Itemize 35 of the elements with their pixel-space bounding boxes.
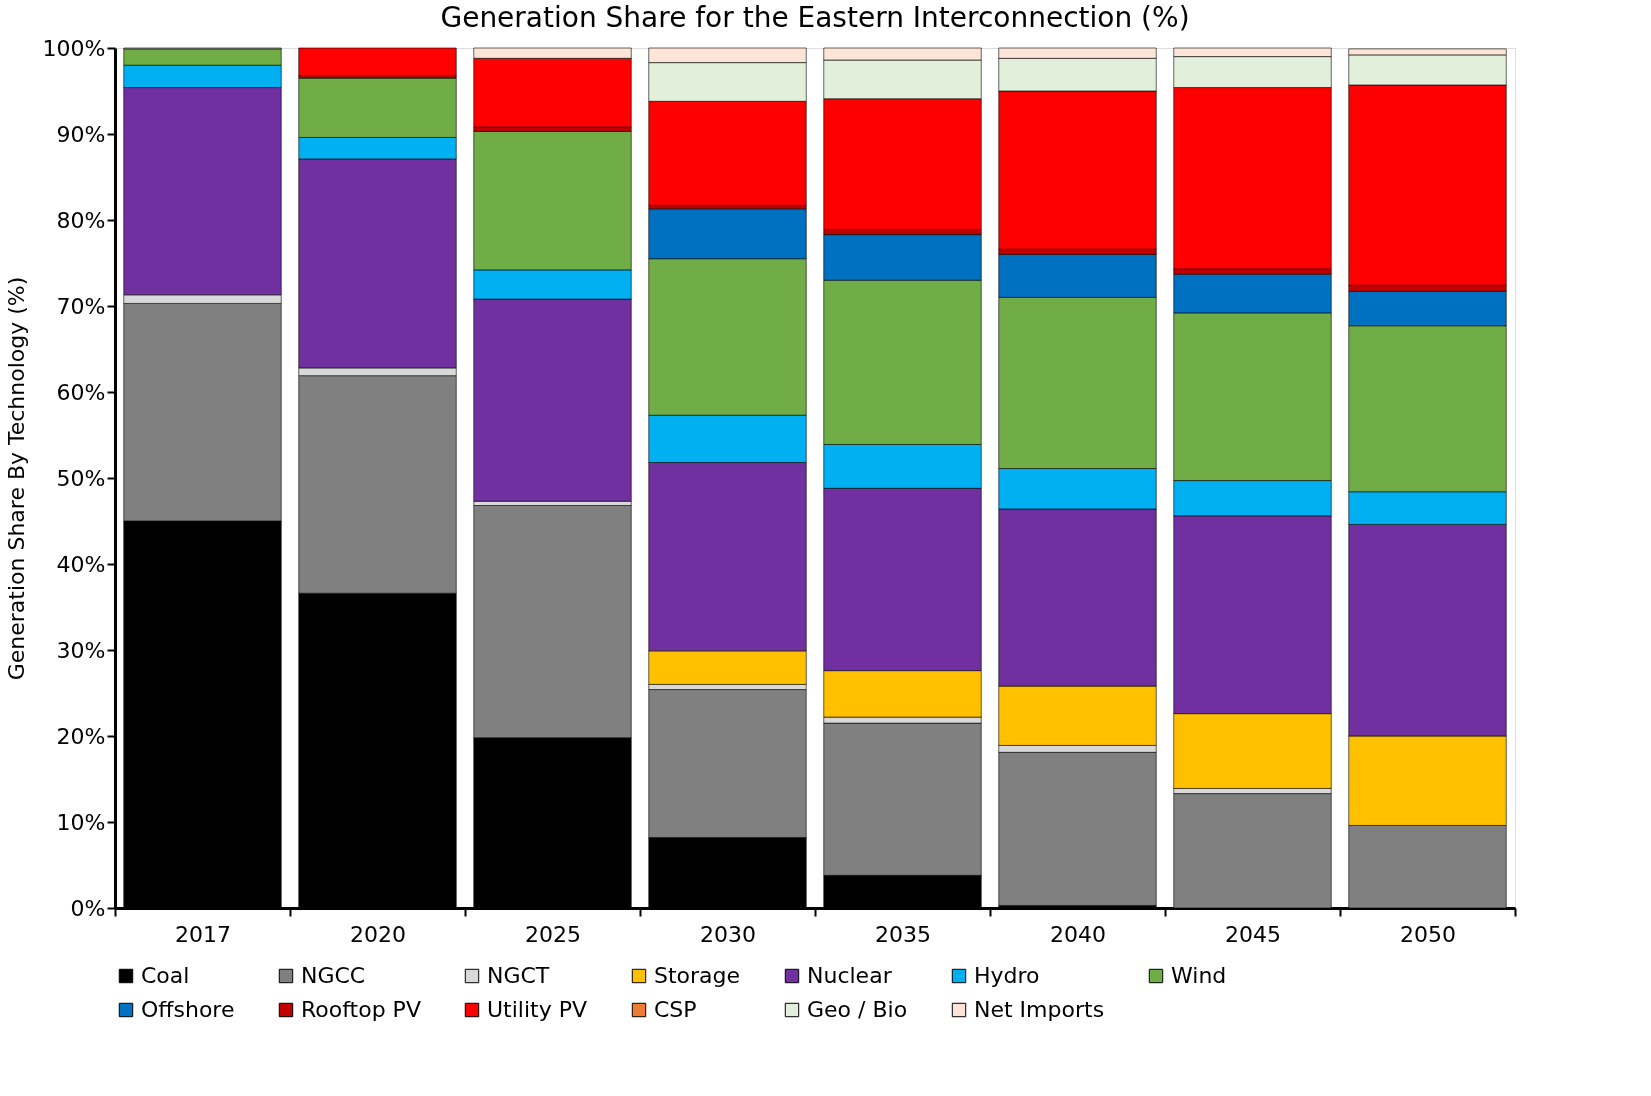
y-tick-label: 60% xyxy=(56,379,106,405)
legend-label: NGCC xyxy=(301,963,366,988)
x-tick-label: 2035 xyxy=(875,921,931,947)
legend-label: Utility PV xyxy=(487,997,588,1022)
y-tick-label: 10% xyxy=(56,809,106,835)
legend-label: Wind xyxy=(1171,963,1227,988)
y-tick-label: 80% xyxy=(56,207,106,233)
x-tick-label: 2040 xyxy=(1050,921,1106,947)
x-tick-label: 2020 xyxy=(350,921,406,947)
chart-title: Generation Share for the Eastern Interconnection (%) xyxy=(440,1,1190,34)
x-tick-label: 2025 xyxy=(525,921,581,947)
y-tick-label: 100% xyxy=(42,35,106,61)
x-tick-label: 2017 xyxy=(175,921,231,947)
legend-label: Net Imports xyxy=(974,997,1105,1022)
y-tick-label: 40% xyxy=(56,551,106,577)
legend-label: Offshore xyxy=(141,997,235,1022)
y-tick-label: 20% xyxy=(56,723,106,749)
legend-label: CSP xyxy=(654,997,697,1022)
legend-label: Storage xyxy=(654,963,741,988)
legend-label: Geo / Bio xyxy=(807,997,908,1022)
y-tick-label: 90% xyxy=(56,121,106,147)
legend-label: NGCT xyxy=(487,963,550,988)
y-axis-title: Generation Share By Technology (%) xyxy=(3,276,29,681)
x-tick-label: 2050 xyxy=(1400,921,1456,947)
legend-label: Hydro xyxy=(974,963,1040,988)
bar xyxy=(298,47,457,76)
y-tick-label: 70% xyxy=(56,293,106,319)
legend-label: Rooftop PV xyxy=(301,997,421,1022)
x-tick-label: 2030 xyxy=(700,921,756,947)
x-tick-label: 2045 xyxy=(1225,921,1281,947)
y-tick-label: 30% xyxy=(56,637,106,663)
legend-label: Coal xyxy=(141,963,190,988)
y-tick-label: 50% xyxy=(56,465,106,491)
legend-label: Nuclear xyxy=(807,963,893,988)
y-tick-label: 0% xyxy=(70,895,106,921)
